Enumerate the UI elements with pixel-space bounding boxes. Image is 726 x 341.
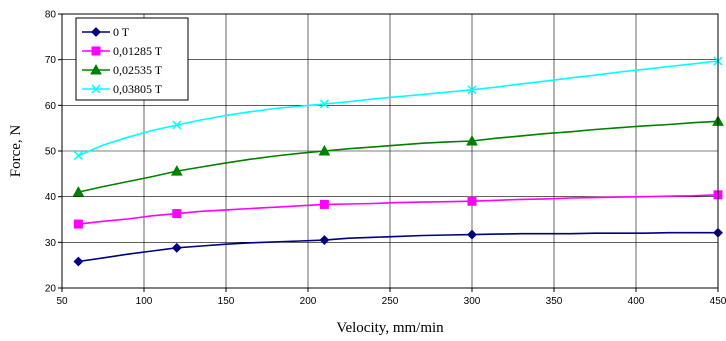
y-tick-label: 20 — [45, 284, 57, 295]
y-tick-label: 50 — [45, 147, 57, 158]
y-axis-title: Force, N — [8, 125, 24, 178]
y-tick-label: 70 — [45, 55, 57, 66]
x-tick-label: 450 — [710, 296, 726, 307]
series-line-3 — [78, 60, 719, 157]
legend-marker-2 — [90, 63, 102, 75]
x-tick-label: 400 — [628, 296, 645, 307]
series-lines — [78, 60, 719, 263]
axis-ticks: 20 30 40 50 60 70 80 50 100 150 200 250 300 350 400 450 — [45, 10, 726, 308]
data-point-marker-3 — [319, 99, 329, 109]
y-tick-label: 80 — [45, 10, 57, 21]
legend-marker-1 — [91, 46, 101, 56]
data-point-marker-3 — [73, 151, 83, 161]
x-tick-label: 100 — [136, 296, 153, 307]
x-tick-label: 150 — [218, 296, 235, 307]
legend-label-2: 0,02535 T — [113, 63, 163, 77]
x-tick-label: 350 — [546, 296, 563, 307]
data-point-marker-0 — [319, 235, 330, 245]
series-line-2 — [78, 120, 719, 193]
x-axis-title: Velocity, mm/min — [336, 320, 444, 336]
data-point-marker-0 — [467, 229, 477, 240]
legend-marker-3 — [91, 84, 101, 94]
x-tick-label: 50 — [56, 296, 68, 307]
data-point-marker-1 — [467, 196, 477, 206]
y-tick-label: 30 — [45, 238, 57, 249]
legend: 0 T 0,01285 T 0,02535 T 0,03805 T — [75, 17, 189, 101]
legend-marker-0 — [91, 27, 101, 37]
series-line-1 — [78, 194, 719, 225]
data-point-marker-1 — [319, 199, 329, 209]
legend-label-3: 0,03805 T — [113, 82, 163, 96]
data-point-marker-2 — [318, 144, 331, 156]
data-point-marker-2 — [466, 134, 478, 146]
series-line-0 — [78, 231, 718, 263]
x-tick-label: 200 — [300, 296, 317, 307]
x-tick-label: 300 — [464, 296, 481, 307]
data-point-marker-1 — [73, 219, 83, 229]
data-point-marker-0 — [171, 242, 182, 253]
data-point-marker-3 — [467, 85, 477, 95]
data-point-marker-3 — [172, 120, 182, 130]
x-tick-label: 250 — [382, 296, 399, 307]
data-point-marker-2 — [72, 186, 85, 197]
y-tick-label: 60 — [45, 101, 57, 112]
y-tick-label: 40 — [45, 192, 57, 203]
data-point-marker-0 — [73, 256, 84, 267]
legend-label-1: 0,01285 T — [113, 44, 163, 58]
data-point-marker-2 — [170, 165, 183, 176]
legend-label-0: 0 T — [113, 25, 130, 39]
data-point-marker-1 — [172, 209, 182, 219]
